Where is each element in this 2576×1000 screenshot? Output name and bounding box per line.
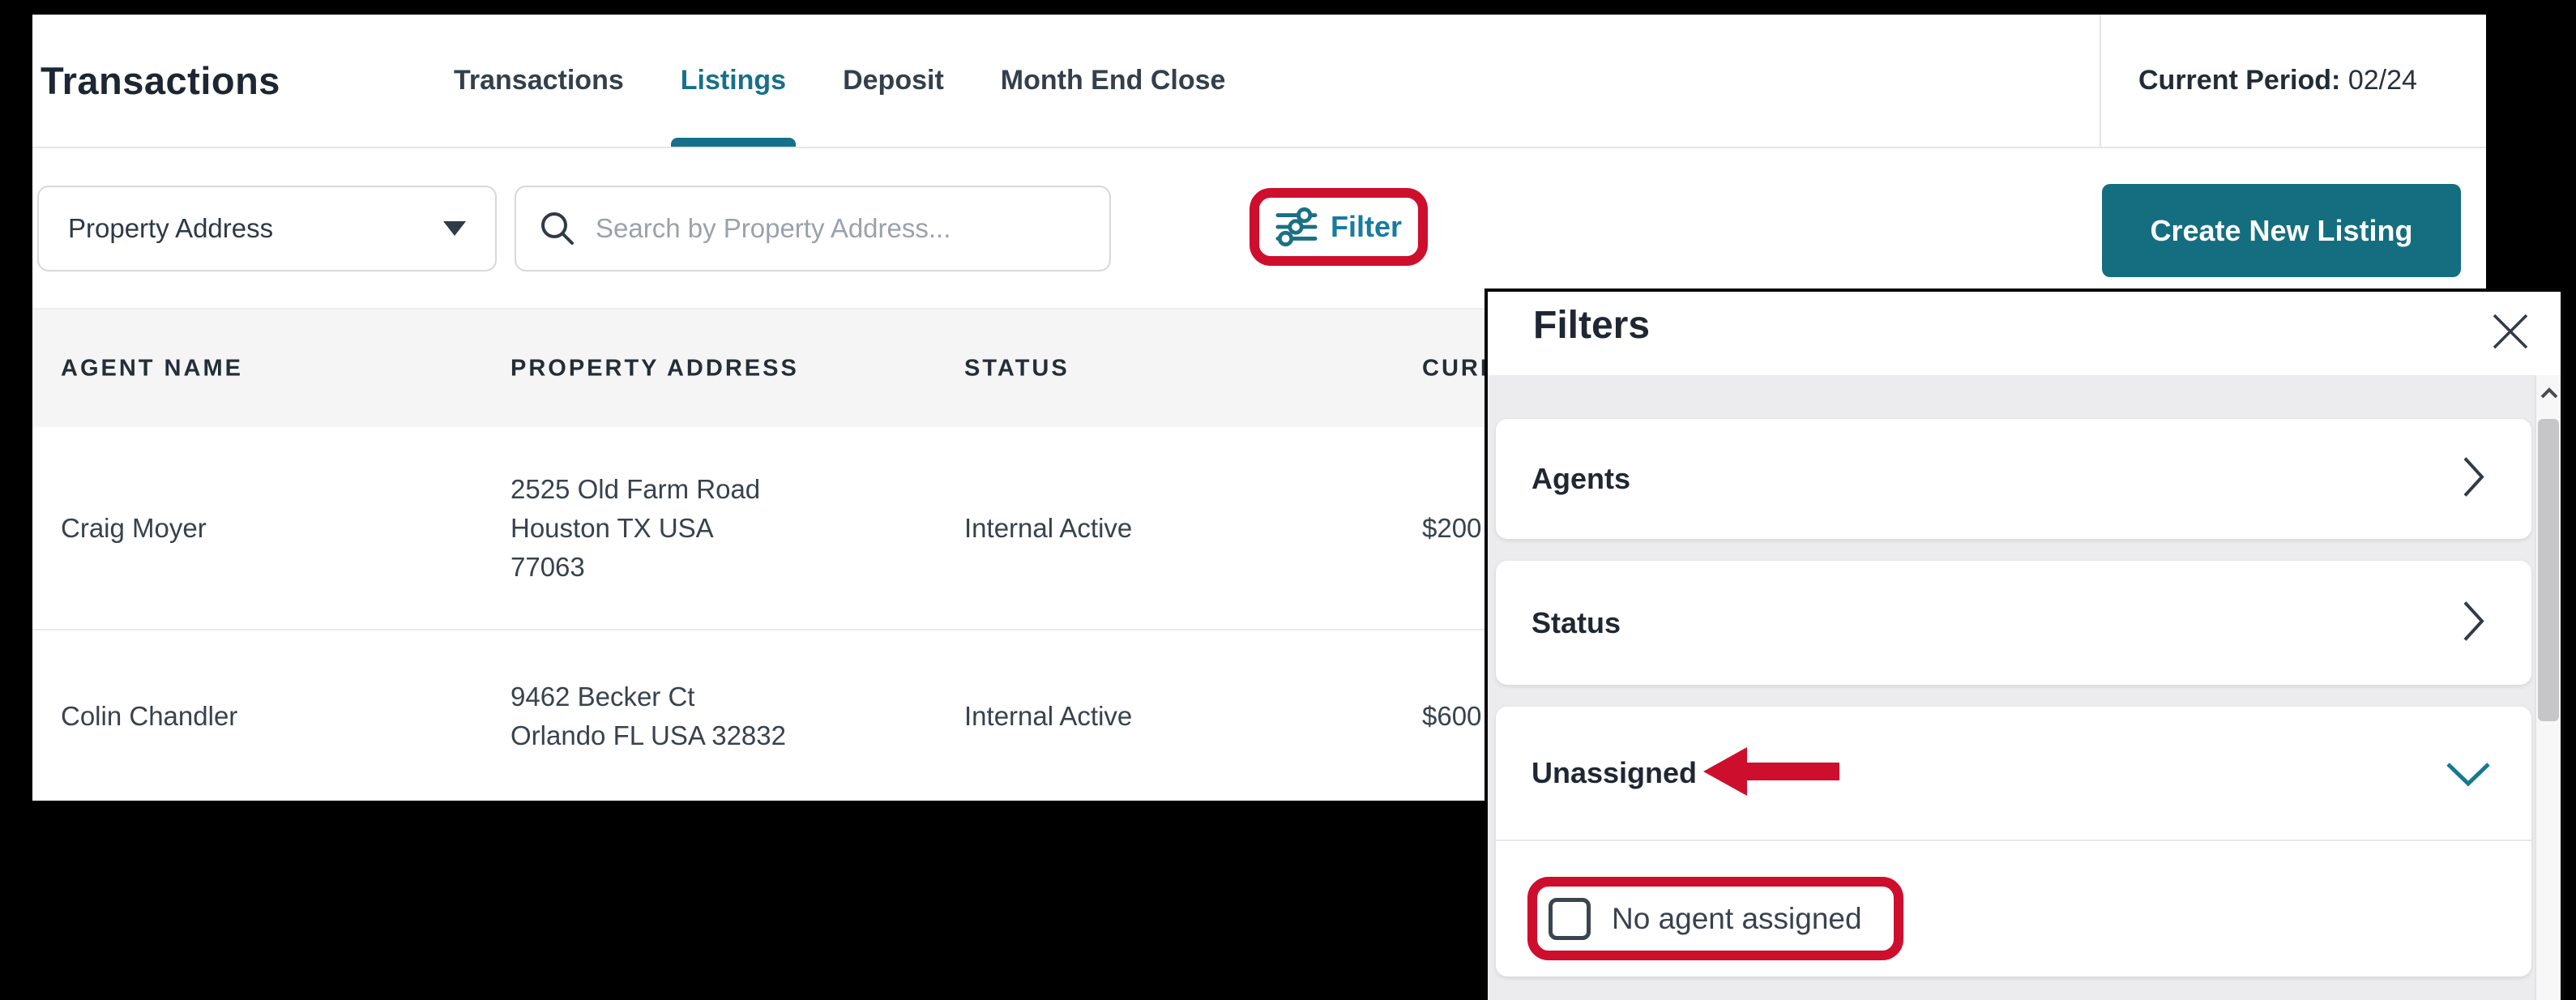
cell-agent-name: Colin Chandler <box>61 701 238 731</box>
address-line: 2525 Old Farm Road <box>511 473 761 504</box>
address-line: 9462 Becker Ct <box>511 682 695 712</box>
panel-scrollbar[interactable] <box>2535 375 2561 1000</box>
tab-deposit[interactable]: Deposit <box>843 65 944 96</box>
filter-section-unassigned: Unassigned No agent <box>1496 707 2531 976</box>
chevron-down-icon <box>2446 762 2491 792</box>
annotation-arrow-left <box>1703 745 1840 802</box>
chevron-right-icon <box>2463 600 2485 646</box>
address-line: Houston TX USA <box>511 512 714 543</box>
search-icon <box>541 212 574 245</box>
create-new-listing-button[interactable]: Create New Listing <box>2102 184 2461 277</box>
checkbox-annotation-box: No agent assigned <box>1527 877 1903 960</box>
current-period: Current Period: 02/24 <box>2100 15 2486 147</box>
unassigned-expanded-content: No agent assigned <box>1496 841 2531 973</box>
filter-section-status[interactable]: Status <box>1496 561 2531 685</box>
filter-annotation-box: Filter <box>1250 188 1428 266</box>
close-icon[interactable] <box>2490 311 2531 352</box>
no-agent-assigned-label: No agent assigned <box>1612 901 1862 935</box>
current-period-value: 02/24 <box>2347 65 2417 96</box>
chevron-right-icon <box>2463 456 2485 502</box>
tab-bar: Transactions Listings Deposit Month End … <box>454 15 1225 147</box>
search-input[interactable] <box>594 212 1087 245</box>
column-header-agent-name: AGENT NAME <box>61 355 243 381</box>
filter-section-unassigned-header[interactable]: Unassigned <box>1496 707 2531 841</box>
search-column-select[interactable]: Property Address <box>37 186 497 271</box>
filter-section-label: Status <box>1532 605 1621 639</box>
filter-section-agents[interactable]: Agents <box>1496 419 2531 539</box>
search-column-select-value: Property Address <box>68 213 274 243</box>
cell-agent-name: Craig Moyer <box>61 512 207 543</box>
filter-button[interactable]: Filter <box>1275 206 1402 248</box>
filter-button-label: Filter <box>1330 210 1402 243</box>
tab-month-end-close[interactable]: Month End Close <box>1000 65 1226 96</box>
filter-section-label: Unassigned <box>1532 756 1698 789</box>
chevron-down-icon <box>443 221 466 236</box>
page-title: Transactions <box>41 59 280 102</box>
address-line: Orlando FL USA 32832 <box>511 720 786 750</box>
scrollbar-up-arrow-icon[interactable] <box>2540 387 2559 404</box>
current-period-label: Current Period: <box>2138 65 2341 96</box>
cell-current: $200 <box>1422 512 1482 543</box>
filter-section-label: Agents <box>1532 462 1631 495</box>
cell-status: Internal Active <box>964 512 1133 543</box>
cell-current: $600 <box>1422 701 1482 731</box>
table-row[interactable]: Craig Moyer 2525 Old Farm Road Houston T… <box>32 427 2486 630</box>
search-box <box>515 186 1111 271</box>
page-header: Transactions Transactions Listings Depos… <box>32 15 2486 148</box>
address-line: 77063 <box>511 551 585 582</box>
filters-panel-title: Filters <box>1533 304 1651 347</box>
filters-panel: Filters Agents Status <box>1485 288 2564 1000</box>
tab-transactions[interactable]: Transactions <box>454 65 624 96</box>
cell-property-address: 2525 Old Farm Road Houston TX USA 77063 <box>511 470 760 587</box>
table-row[interactable]: Colin Chandler 9462 Becker Ct Orlando FL… <box>32 632 2486 801</box>
filters-scroll-area: Agents Status <box>1488 375 2561 1000</box>
column-header-property-address: PROPERTY ADDRESS <box>511 355 799 381</box>
tab-listings[interactable]: Listings <box>670 15 797 147</box>
cell-property-address: 9462 Becker Ct Orlando FL USA 32832 <box>511 677 786 755</box>
column-header-status: STATUS <box>964 355 1070 381</box>
cell-status: Internal Active <box>964 701 1133 731</box>
scrollbar-thumb[interactable] <box>2538 419 2559 721</box>
no-agent-assigned-checkbox[interactable] <box>1549 897 1591 940</box>
filter-sliders-icon <box>1275 207 1318 247</box>
